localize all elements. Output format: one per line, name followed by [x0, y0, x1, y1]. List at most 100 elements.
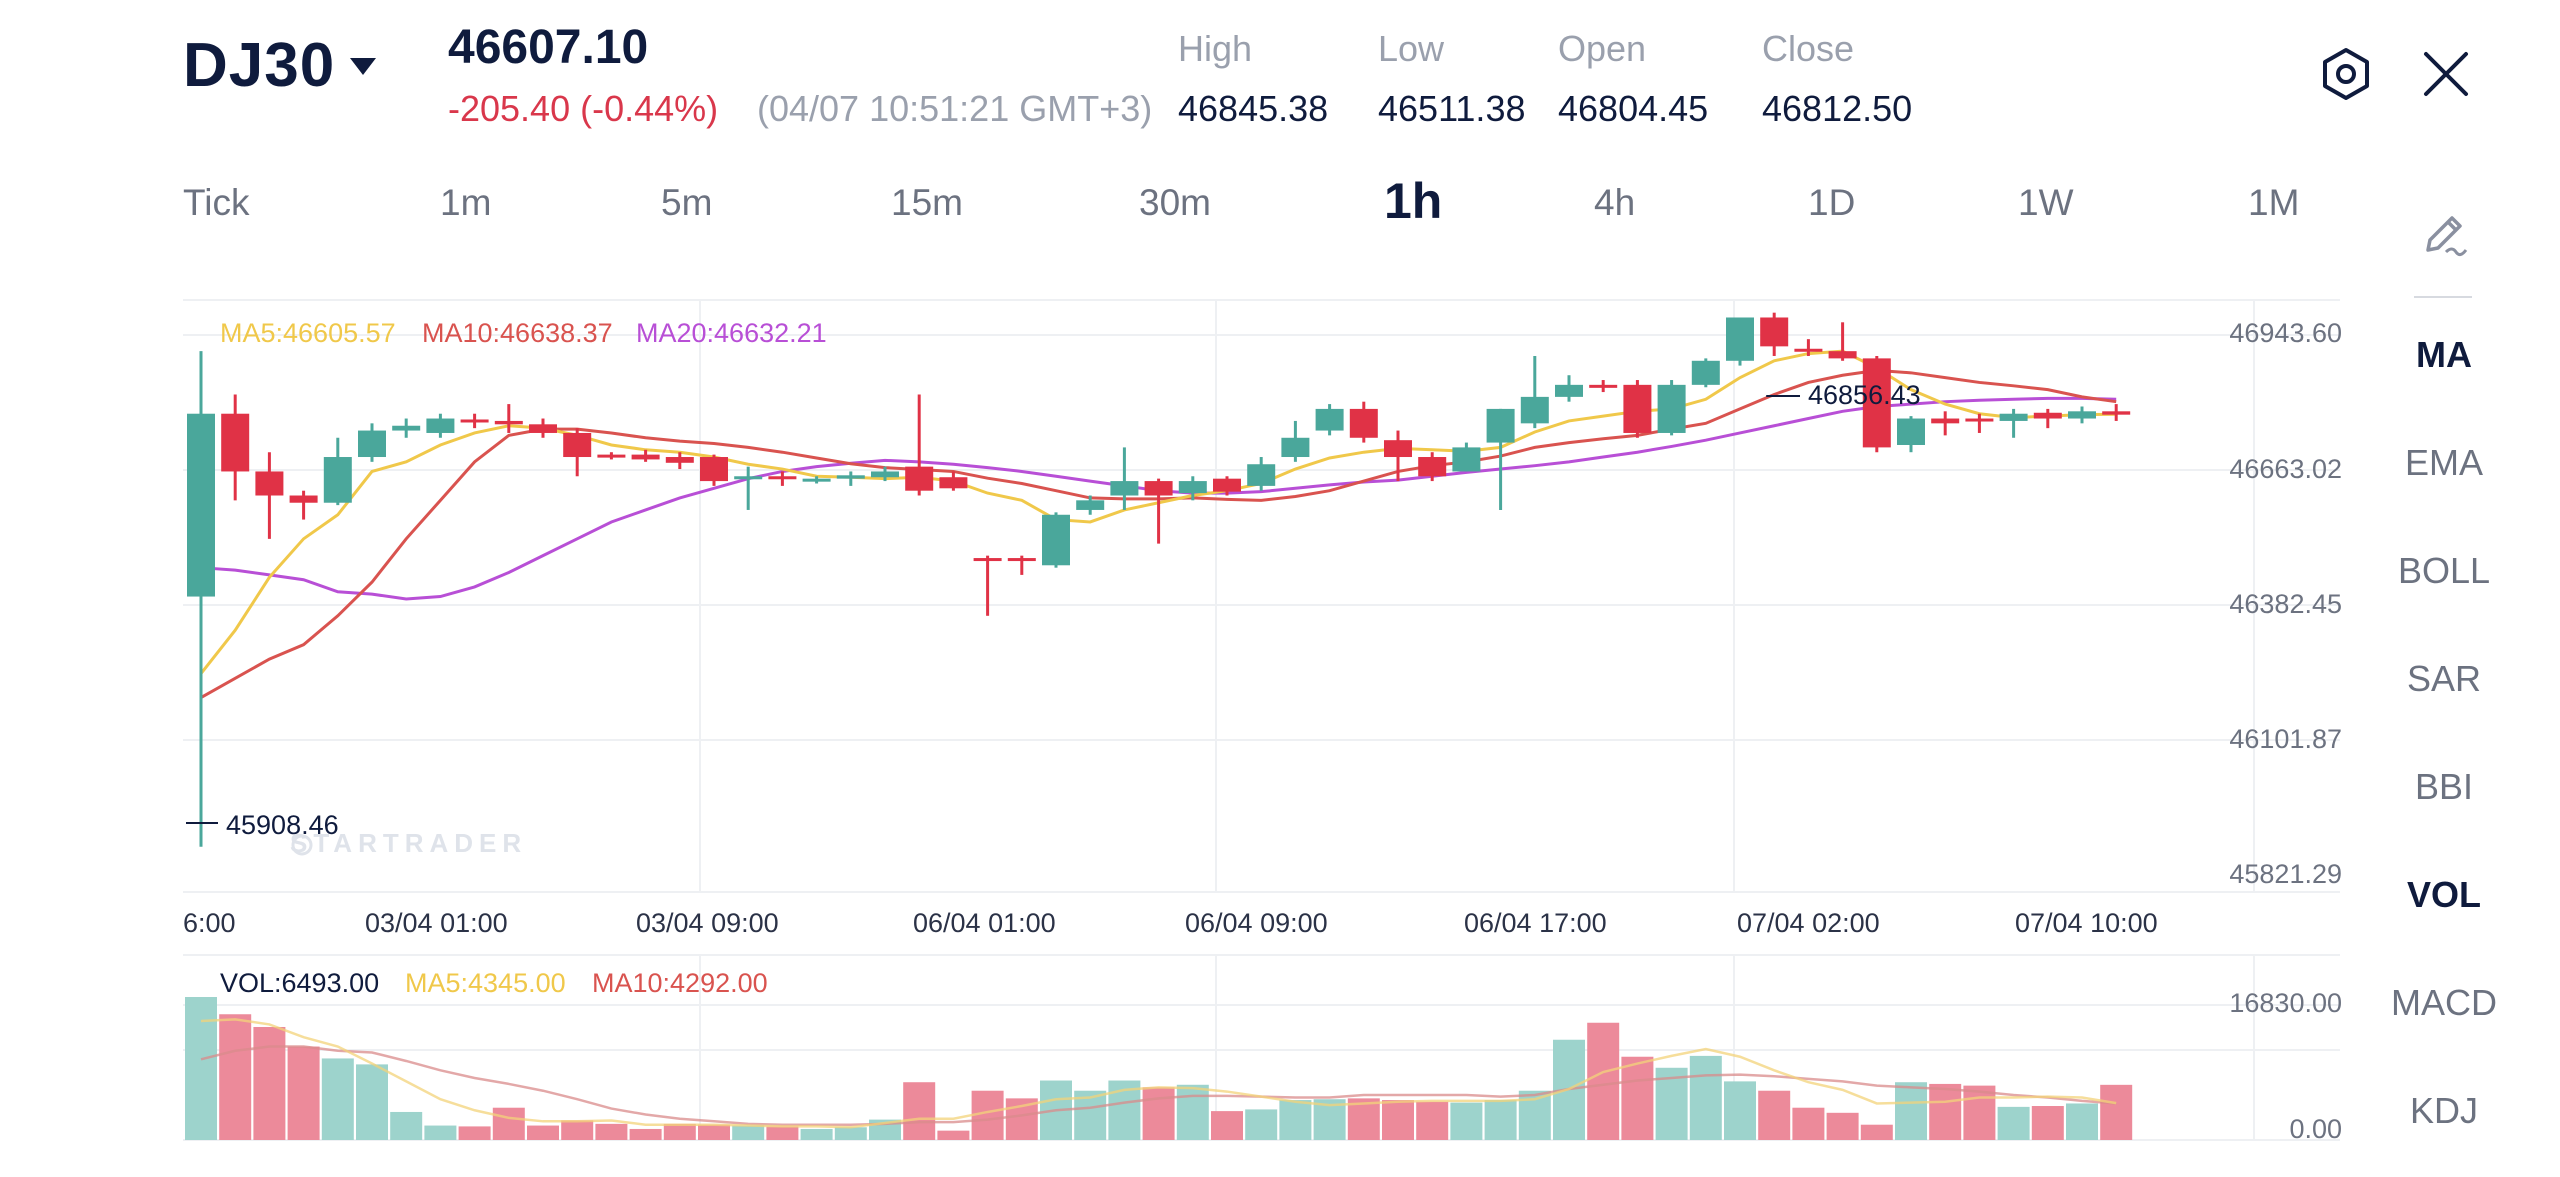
candle-body — [1897, 418, 1925, 445]
indicator-bbi[interactable]: BBI — [2414, 766, 2474, 807]
candle-body — [392, 425, 421, 431]
candle-body — [323, 457, 352, 503]
volume-bar — [1724, 1081, 1756, 1140]
candle-body — [1965, 418, 1994, 422]
last-price: 46607.10 — [448, 21, 649, 74]
candle-body — [1794, 348, 1823, 352]
timeframe-tick[interactable]: Tick — [183, 182, 250, 223]
x-label: 03/04 01:00 — [365, 908, 508, 938]
candle-body — [905, 466, 934, 491]
candle-body — [700, 457, 728, 482]
ma10-legend: MA10:46638.37 — [422, 318, 613, 348]
candle-body — [1555, 384, 1583, 397]
volume-bar — [1279, 1100, 1312, 1140]
volume-bar — [321, 1058, 354, 1140]
volume-bar — [287, 1046, 320, 1140]
vol-y-label: 16830.00 — [2229, 988, 2342, 1018]
volume-bar — [766, 1126, 799, 1140]
candle-body — [221, 413, 250, 472]
watermark-text: STARTRADER — [290, 828, 528, 858]
timeframe-30m[interactable]: 30m — [1139, 182, 1211, 223]
low-value: 46511.38 — [1378, 88, 1526, 129]
volume-bar — [424, 1125, 457, 1140]
volume-bar — [903, 1082, 936, 1140]
candle-body — [768, 476, 797, 480]
volume-bar — [595, 1123, 628, 1140]
candle-body — [289, 495, 318, 503]
vol-y-label: 0.00 — [2289, 1114, 2342, 1144]
ma20-legend: MA20:46632.21 — [636, 318, 827, 348]
indicator-vol[interactable]: VOL — [2406, 874, 2481, 915]
candle-body — [1076, 500, 1105, 510]
candle-body — [2102, 411, 2131, 415]
candle-body — [1349, 408, 1378, 438]
y-label: 46663.02 — [2229, 454, 2342, 484]
candle-body — [187, 413, 215, 597]
indicator-boll[interactable]: BOLL — [2397, 550, 2491, 591]
symbol-name[interactable]: DJ30 — [183, 31, 336, 100]
volume-bar — [663, 1123, 696, 1140]
candle-body — [1589, 384, 1618, 388]
candle-body — [460, 419, 489, 423]
volume-bar — [2031, 1106, 2064, 1140]
candle-body — [563, 432, 592, 458]
candle-body — [734, 476, 763, 480]
candle-body — [1828, 351, 1857, 359]
volume-bar — [2066, 1103, 2098, 1140]
settings-icon[interactable] — [2318, 46, 2374, 102]
timeframe-4h[interactable]: 4h — [1594, 182, 1636, 223]
min-price-marker: 45908.46 — [226, 810, 339, 840]
volume-bar — [732, 1125, 765, 1140]
timeframe-5m[interactable]: 5m — [661, 182, 713, 223]
indicator-ema[interactable]: EMA — [2404, 442, 2483, 483]
timeframe-1d[interactable]: 1D — [1808, 182, 1856, 223]
max-price-marker: 46856.43 — [1808, 380, 1921, 410]
close-label: Close — [1762, 28, 1855, 69]
close-icon[interactable] — [2418, 46, 2474, 102]
x-label: 06/04 17:00 — [1464, 908, 1607, 938]
candle-body — [2068, 411, 2096, 419]
timeframe-1m[interactable]: 1m — [440, 182, 492, 223]
y-label: 46943.60 — [2229, 318, 2342, 348]
indicator-kdj[interactable]: KDJ — [2409, 1090, 2478, 1131]
candle-body — [1999, 413, 2028, 421]
volume-bar — [629, 1128, 662, 1140]
candle-body — [426, 418, 455, 433]
x-label: 06/04 01:00 — [913, 908, 1056, 938]
candle-body — [871, 471, 899, 478]
candle-body — [802, 478, 831, 482]
candle-body — [1384, 440, 1412, 458]
price-change-percent: (-0.44%) — [580, 88, 719, 129]
candle-body — [1760, 317, 1789, 347]
close-value: 46812.50 — [1762, 88, 1913, 129]
candle-body — [529, 424, 557, 433]
drawing-pen-icon[interactable] — [2418, 208, 2470, 260]
vol-legend: VOL:6493.00 — [220, 968, 380, 998]
candle-body — [597, 454, 626, 458]
volume-bar — [561, 1120, 594, 1140]
candle-body — [494, 420, 523, 425]
volume-bar — [1245, 1109, 1278, 1140]
symbol-dropdown-icon[interactable] — [350, 58, 376, 75]
vol-ma5-legend: MA5:4345.00 — [405, 968, 566, 998]
timeframe-15m[interactable]: 15m — [891, 182, 963, 223]
open-label: Open — [1558, 28, 1647, 69]
timeframe-1mo[interactable]: 1M — [2248, 182, 2300, 223]
volume-bar — [1484, 1100, 1517, 1140]
indicator-macd[interactable]: MACD — [2391, 982, 2497, 1023]
timeframe-1w[interactable]: 1W — [2018, 182, 2074, 223]
volume-bar — [1997, 1106, 2030, 1140]
indicator-sar[interactable]: SAR — [2406, 658, 2482, 699]
candle-body — [973, 558, 1002, 562]
indicator-ma[interactable]: MA — [2416, 334, 2472, 375]
candle-body — [1213, 478, 1241, 492]
ma5-legend: MA5:46605.57 — [220, 318, 396, 348]
volume-bar — [1347, 1098, 1380, 1140]
timeframe-1h[interactable]: 1h — [1384, 173, 1443, 229]
candle-body — [1862, 358, 1891, 448]
high-label: High — [1178, 28, 1253, 69]
candle-body — [1042, 514, 1070, 566]
candle-body — [358, 430, 386, 458]
candle-body — [1657, 384, 1686, 433]
